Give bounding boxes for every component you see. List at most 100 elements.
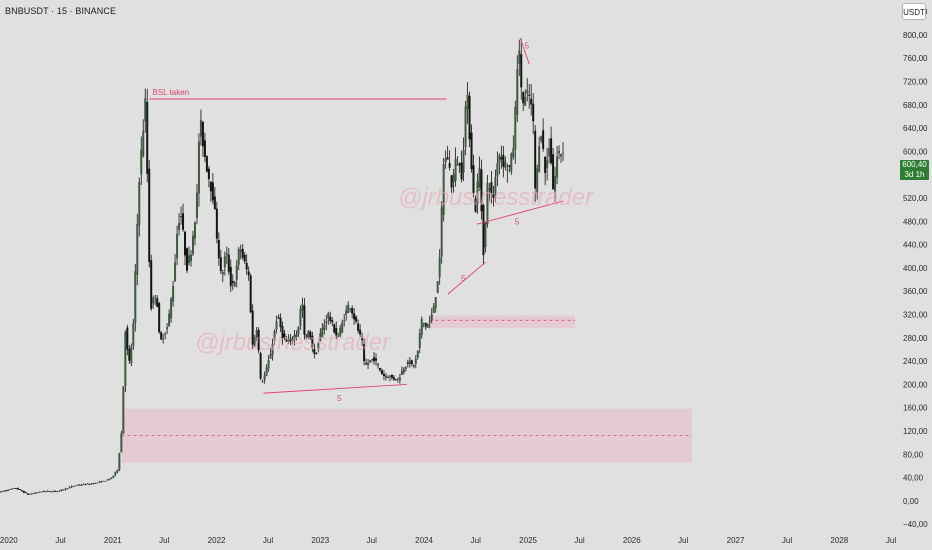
candle-body [331, 320, 334, 323]
trendline [476, 200, 564, 225]
y-tick-label: 360,00 [903, 287, 928, 296]
candle-body [211, 182, 214, 201]
currency-button[interactable]: USDT [902, 3, 926, 20]
candle-body [518, 50, 521, 64]
candle-body [410, 360, 413, 365]
candle-body [516, 69, 519, 116]
trendline [447, 261, 487, 295]
candle-body [277, 316, 280, 319]
symbol-title: BNBUSDT · 15 · BINANCE [5, 6, 117, 16]
y-tick-label: 600,00 [903, 147, 928, 156]
candle-body [16, 488, 19, 490]
candle-body [88, 484, 91, 485]
candle-body [536, 168, 539, 193]
candle-body [136, 223, 139, 275]
y-tick-label: −40,00 [903, 520, 928, 529]
candle-body [506, 169, 509, 171]
candle-body [44, 491, 47, 493]
candle-body [138, 181, 141, 226]
candle-body [400, 371, 403, 375]
candle-body [363, 344, 366, 362]
candle-body [337, 336, 340, 337]
y-tick-label: 320,00 [903, 311, 928, 320]
candle-body [504, 161, 507, 168]
candle-body [142, 130, 145, 157]
wave-label: 5 [525, 42, 530, 51]
candle-body [0, 491, 3, 492]
candle-body [130, 346, 133, 364]
candle-body [309, 331, 312, 339]
candle-body [528, 94, 531, 96]
candle-body [508, 165, 511, 167]
candle-body [534, 130, 537, 189]
candle-body [377, 364, 380, 366]
candle-body [120, 433, 123, 453]
watermark-text: @jrbusinesstrader [195, 329, 391, 356]
candle-body [188, 255, 191, 264]
candle-body [341, 322, 344, 333]
candle-body [100, 481, 103, 483]
time-axis[interactable]: 2020 Jul 2021 Jul 2022 Jul 2023 Jul 2024 Jul 2025 J… [0, 536, 896, 545]
candle-body [215, 208, 218, 239]
candle-body [462, 149, 465, 173]
y-tick-label: 400,00 [903, 264, 928, 273]
candle-body [104, 480, 107, 482]
candle-body [102, 480, 105, 482]
candle-body [68, 487, 71, 489]
candle-body [12, 488, 15, 489]
y-tick-label: 0,00 [903, 497, 919, 506]
candle-body [201, 121, 204, 147]
candle-body [317, 343, 320, 350]
candle-body [265, 367, 268, 376]
x-tick-label: 2028 [830, 536, 848, 545]
candle-body [482, 205, 485, 256]
candle-body [321, 327, 324, 337]
wave-label: 5 [461, 274, 466, 283]
candle-body [66, 488, 69, 490]
candle-body [390, 374, 393, 378]
candle-body [90, 483, 93, 485]
y-tick-label: 480,00 [903, 217, 928, 226]
candle-body [227, 254, 230, 272]
candle-body [247, 271, 250, 276]
candle-body [522, 92, 525, 104]
x-tick-label: 2025 [519, 536, 537, 545]
candle-body [255, 330, 258, 339]
candle-body [546, 160, 549, 168]
candle-body [444, 158, 447, 163]
candle-body [114, 471, 117, 476]
candle-body [243, 254, 246, 262]
candle-body [146, 102, 149, 174]
candle-body [118, 453, 121, 470]
x-tick-label: 2022 [208, 536, 226, 545]
candle-body [388, 375, 391, 377]
candle-body [355, 316, 358, 322]
candle-body [134, 271, 137, 323]
candle-body [199, 119, 202, 137]
candle-body [112, 475, 115, 478]
candle-body [8, 489, 11, 490]
candle-body [450, 175, 453, 188]
watermark-text: @jrbusinesstrader [398, 184, 594, 211]
candle-body [245, 262, 248, 270]
candle-body [235, 265, 238, 280]
candle-body [442, 164, 445, 215]
candle-body [271, 343, 274, 356]
candle-body [38, 491, 41, 493]
candle-body [213, 196, 216, 210]
candle-body [369, 360, 372, 362]
x-tick-label: Jul [367, 536, 377, 545]
candle-body [406, 362, 409, 364]
candle-body [365, 363, 368, 365]
candle-body [430, 314, 433, 321]
candle-body [289, 337, 292, 342]
price-axis[interactable]: −40,00 0,00 40,00 80,00 120,00 160,00 200,00 24… [903, 8, 928, 530]
candle-body [297, 326, 300, 335]
candle-body [456, 164, 459, 166]
candle-body [72, 486, 75, 487]
x-tick-label: Jul [55, 536, 65, 545]
candle-body [520, 54, 523, 88]
candle-body [166, 327, 169, 330]
candle-body [353, 313, 356, 320]
